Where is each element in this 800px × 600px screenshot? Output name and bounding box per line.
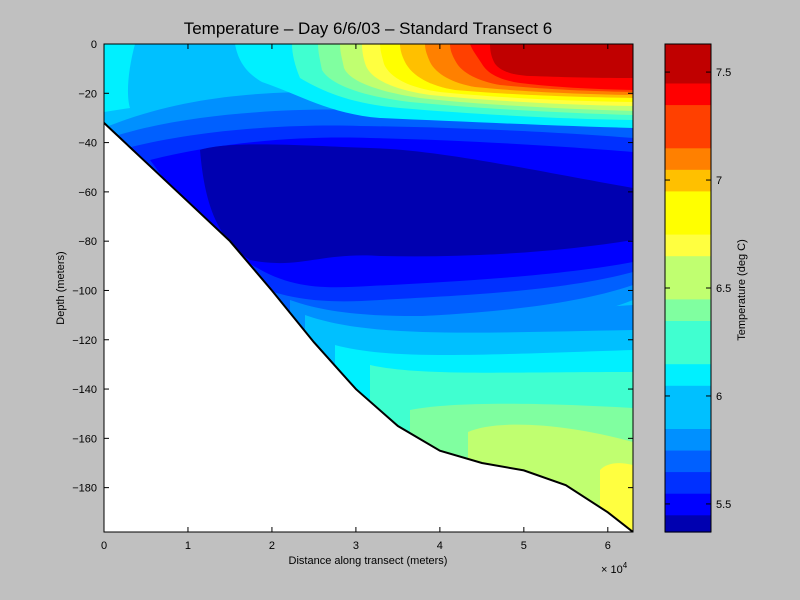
colorbar-level xyxy=(665,385,711,429)
colorbar-level xyxy=(665,471,711,494)
colorbar-tick-label: 6.5 xyxy=(716,283,731,295)
y-tick-label: −80 xyxy=(78,236,97,248)
x-tick-label: 4 xyxy=(437,540,443,552)
colorbar-level xyxy=(665,147,711,170)
colorbar-tick-label: 6 xyxy=(716,391,722,403)
x-tick-label: 1 xyxy=(185,540,191,552)
colorbar-level xyxy=(665,44,711,84)
x-tick-label: 0 xyxy=(101,540,107,552)
colorbar-level xyxy=(665,234,711,257)
colorbar-level xyxy=(665,255,711,300)
y-tick-label: −160 xyxy=(72,433,97,445)
colorbar-level xyxy=(665,363,711,386)
colorbar-levels xyxy=(665,44,711,533)
y-tick-label: −140 xyxy=(72,384,97,396)
seafloor-line xyxy=(104,122,633,532)
colorbar-level xyxy=(665,298,711,321)
colorbar-level xyxy=(665,493,711,516)
contour-band xyxy=(200,144,633,264)
x-axis-exponent-power: 4 xyxy=(623,561,628,570)
y-axis: 0 −20 −40 −60 −80 −100 −120 −140 −160 −180 xyxy=(72,39,633,495)
colorbar-ticks: 5.5 6 6.5 7 7.5 xyxy=(665,67,731,511)
plot-area: 0 1 2 3 4 5 6 0 −20 −40 −60 −80 −100 −120 −140 −160 −18… xyxy=(72,39,634,552)
x-axis-exponent-base: × 10 xyxy=(601,564,623,576)
x-axis: 0 1 2 3 4 5 6 xyxy=(101,44,611,552)
y-tick-label: −100 xyxy=(72,285,97,297)
y-tick-label: −120 xyxy=(72,335,97,347)
colorbar-level xyxy=(665,190,711,235)
plot-frame xyxy=(103,43,634,533)
colorbar-tick-label: 5.5 xyxy=(716,499,731,511)
y-tick-label: −20 xyxy=(78,88,97,100)
y-tick-label: −180 xyxy=(72,483,97,495)
colorbar: 5.5 6 6.5 7 7.5 xyxy=(664,43,731,533)
contour-band xyxy=(104,44,135,112)
colorbar-level xyxy=(665,82,711,106)
colorbar-level xyxy=(665,514,711,533)
colorbar-tick-label: 7.5 xyxy=(716,67,731,79)
warm-surface-layer xyxy=(104,44,633,128)
x-axis-title: Distance along transect (meters) xyxy=(289,555,448,567)
y-tick-label: 0 xyxy=(91,39,97,51)
x-tick-label: 6 xyxy=(605,540,611,552)
y-tick-label: −40 xyxy=(78,138,97,150)
colorbar-level xyxy=(665,104,711,149)
colorbar-level xyxy=(665,428,711,451)
x-tick-label: 5 xyxy=(521,540,527,552)
seafloor-mask xyxy=(104,122,633,532)
x-tick-label: 3 xyxy=(353,540,359,552)
contour-band xyxy=(490,44,633,78)
colorbar-title: Temperature (deg C) xyxy=(736,239,748,341)
colorbar-level xyxy=(665,449,711,473)
colorbar-level xyxy=(665,169,711,192)
temperature-field xyxy=(104,44,633,532)
colorbar-tick-label: 7 xyxy=(716,175,722,187)
x-tick-label: 2 xyxy=(269,540,275,552)
chart-title: Temperature – Day 6/6/03 – Standard Tran… xyxy=(184,19,553,38)
x-axis-exponent: × 104 xyxy=(601,561,628,576)
y-tick-label: −60 xyxy=(78,187,97,199)
y-axis-title: Depth (meters) xyxy=(55,251,67,324)
colorbar-level xyxy=(665,320,711,365)
